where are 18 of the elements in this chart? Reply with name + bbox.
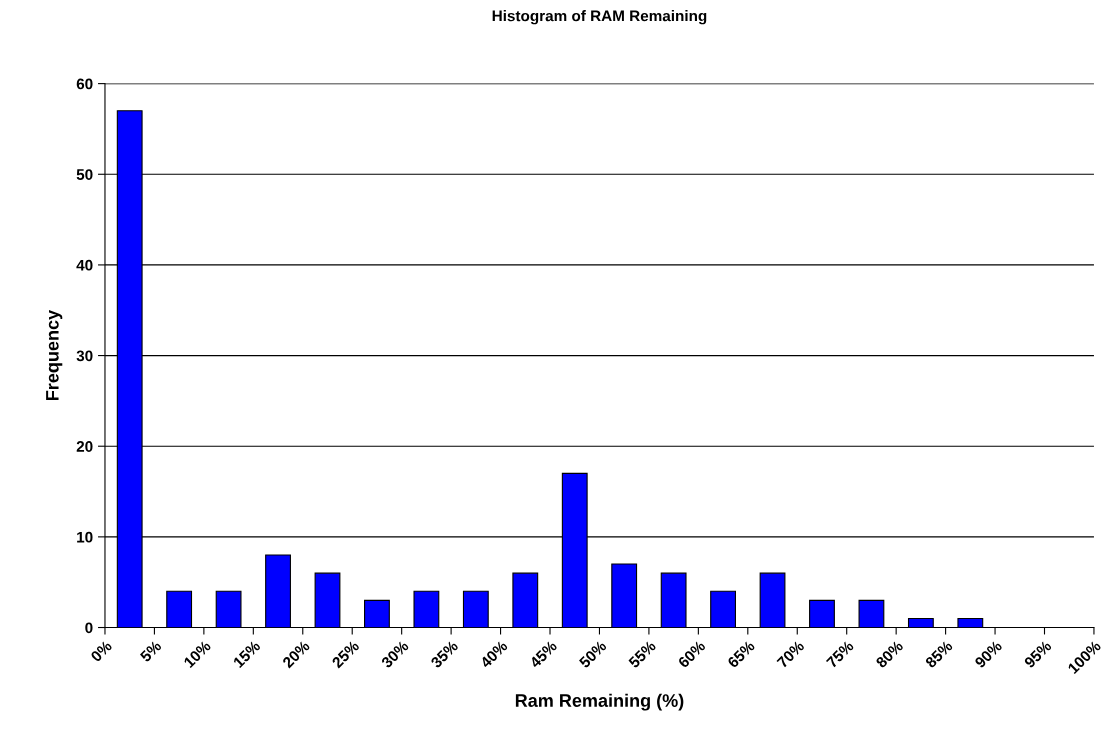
- x-tick-label: 70%: [776, 639, 805, 669]
- y-tick-label: 10: [77, 531, 93, 543]
- y-tick-label: 0: [85, 622, 93, 634]
- x-axis-title: Ram Remaining (%): [515, 693, 684, 711]
- x-tick-label: 5%: [139, 639, 163, 663]
- y-tick-label: 20: [76, 441, 93, 452]
- x-tick-label: 75%: [825, 639, 855, 669]
- x-tick-label: 60%: [677, 639, 707, 669]
- y-tick-label: 50: [76, 169, 93, 180]
- y-axis-title: Frequency: [46, 310, 63, 401]
- y-tick-label: 40: [76, 259, 93, 271]
- y-tick-label: 60: [76, 78, 93, 90]
- x-tick-label: 0%: [90, 639, 113, 663]
- y-tick-label: 30: [76, 350, 93, 362]
- x-tick-label: 65%: [726, 639, 756, 669]
- chart-title: Histogram of RAM Remaining: [492, 10, 707, 25]
- x-tick-label: 45%: [528, 639, 558, 669]
- x-tick-label: 40%: [479, 639, 509, 669]
